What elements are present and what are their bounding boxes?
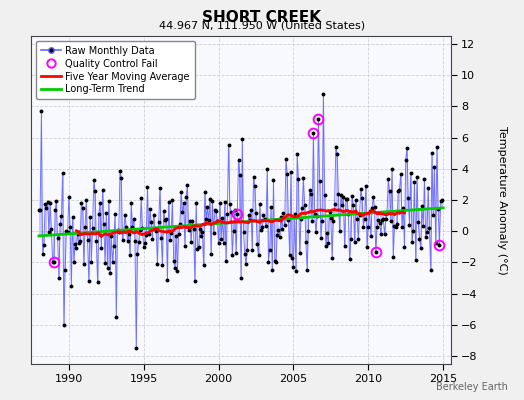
Y-axis label: Temperature Anomaly (°C): Temperature Anomaly (°C) — [497, 126, 507, 274]
Legend: Raw Monthly Data, Quality Control Fail, Five Year Moving Average, Long-Term Tren: Raw Monthly Data, Quality Control Fail, … — [36, 41, 195, 99]
Text: 44.967 N, 111.950 W (United States): 44.967 N, 111.950 W (United States) — [159, 20, 365, 30]
Text: SHORT CREEK: SHORT CREEK — [202, 10, 322, 25]
Text: Berkeley Earth: Berkeley Earth — [436, 382, 508, 392]
